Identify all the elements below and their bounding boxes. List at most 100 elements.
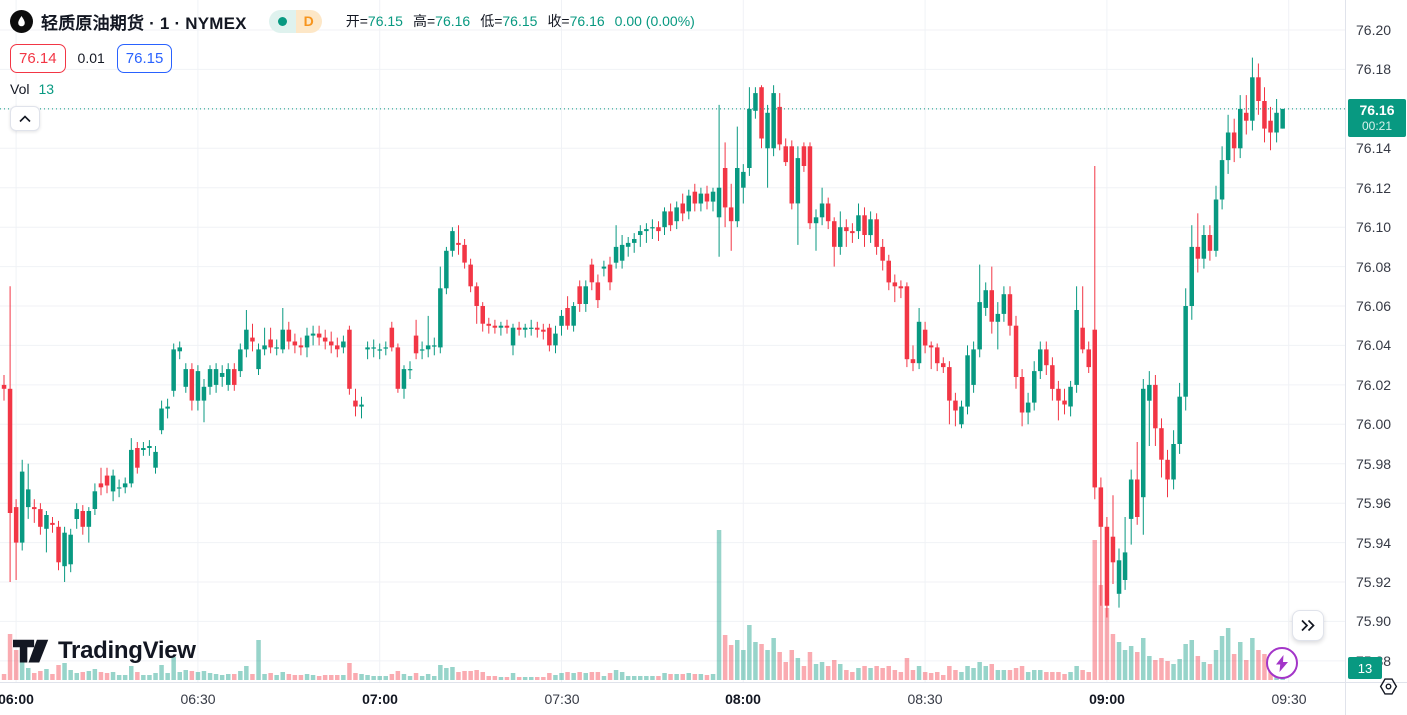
volume-bar xyxy=(504,677,510,680)
candle-body xyxy=(1013,325,1019,377)
buy-price-button[interactable]: 76.15 xyxy=(116,43,173,73)
candle-body xyxy=(710,191,716,202)
candle-body xyxy=(292,341,298,346)
volume-bar xyxy=(1019,666,1025,680)
tradingview-logo[interactable]: TradingView xyxy=(13,637,196,665)
price-scale-settings-icon[interactable] xyxy=(1378,676,1399,702)
volume-bar xyxy=(892,670,898,680)
chart-canvas[interactable] xyxy=(0,0,1345,682)
price-axis-label: 76.08 xyxy=(1356,259,1392,275)
volume-bar xyxy=(1001,670,1007,680)
candle-body xyxy=(1135,479,1140,517)
candle-body xyxy=(462,244,467,263)
candle-body xyxy=(468,264,473,287)
price-axis-label: 75.94 xyxy=(1356,535,1392,551)
candlestick-chart[interactable] xyxy=(0,0,1345,682)
interval-pill[interactable]: D xyxy=(268,9,322,33)
volume-bar xyxy=(1110,634,1116,680)
volume-bar xyxy=(668,674,673,680)
volume-bar xyxy=(904,658,910,680)
candle-body xyxy=(1122,552,1128,580)
volume-bar xyxy=(1056,672,1061,680)
volume-bar xyxy=(529,677,534,680)
candle-body xyxy=(741,171,746,188)
collapse-legend-button[interactable] xyxy=(10,106,40,131)
volume-bar xyxy=(928,673,934,680)
volume-bar xyxy=(1213,650,1219,680)
candle-body xyxy=(1038,349,1043,372)
candle-body xyxy=(26,489,31,508)
volume-bar xyxy=(189,671,195,680)
bar-countdown: 00:21 xyxy=(1361,119,1393,134)
candle-body xyxy=(1219,160,1225,200)
volume-bar xyxy=(807,652,813,680)
volume-bar xyxy=(753,642,758,680)
volume-bar xyxy=(662,673,667,680)
volume-bar xyxy=(177,672,182,680)
volume-bar xyxy=(110,672,116,680)
volume-bar xyxy=(425,674,431,680)
volume-bar xyxy=(274,675,279,680)
candle-body xyxy=(492,325,498,328)
candle-body xyxy=(322,337,328,342)
candle-body xyxy=(668,211,673,226)
candle-body xyxy=(1183,306,1188,397)
volume-bar xyxy=(92,669,98,680)
double-chevron-right-icon xyxy=(1301,619,1315,632)
volume-bar xyxy=(26,668,31,680)
candle-body xyxy=(1213,199,1219,251)
candle-body xyxy=(759,87,764,139)
time-axis[interactable]: 06:00 06:30 07:00 07:30 08:00 08:30 09:00 09:30 xyxy=(0,682,1345,715)
price-axis[interactable]: 75.8875.9075.9275.9475.9675.9876.0076.02… xyxy=(1345,0,1407,682)
volume-bar xyxy=(1074,666,1079,680)
volume-bar xyxy=(583,673,588,680)
candle-body xyxy=(995,313,1001,322)
volume-bar xyxy=(129,666,134,680)
volume-legend-value: 13 xyxy=(38,81,55,97)
candle-body xyxy=(607,264,613,283)
candle-body xyxy=(116,487,122,489)
oil-drop-icon xyxy=(10,9,33,33)
volume-bar xyxy=(801,666,807,680)
candle-body xyxy=(674,207,679,222)
volume-bar xyxy=(644,676,649,680)
candle-body xyxy=(1044,349,1049,366)
candle-body xyxy=(947,367,952,401)
volume-bar xyxy=(1238,642,1243,680)
candle-body xyxy=(310,333,316,336)
candle-body xyxy=(365,347,370,350)
volume-bar xyxy=(1038,670,1043,680)
volume-bar xyxy=(401,674,407,680)
candle-body xyxy=(383,347,388,349)
candle-body xyxy=(504,325,510,328)
candle-body xyxy=(1207,235,1213,251)
candle-body xyxy=(898,286,904,289)
candle-body xyxy=(1201,235,1207,259)
volume-bar xyxy=(589,672,595,680)
candle-body xyxy=(486,323,491,326)
volume-bar xyxy=(329,675,334,680)
candle-body xyxy=(547,327,552,346)
volume-bar xyxy=(547,673,552,680)
volume-bar xyxy=(353,673,358,680)
candle-body xyxy=(129,449,134,484)
symbol-title[interactable]: 轻质原油期货 · 1 · NYMEX xyxy=(41,13,247,33)
instant-trading-button[interactable] xyxy=(1266,647,1298,679)
candle-body xyxy=(1110,536,1116,563)
volume-bar xyxy=(795,658,801,680)
candle-body xyxy=(207,369,213,387)
candle-body xyxy=(571,306,576,326)
candle-body xyxy=(795,158,801,204)
high-value: 高=76.16 xyxy=(412,13,471,29)
volume-bar xyxy=(377,676,382,680)
candle-body xyxy=(686,195,691,212)
candle-body xyxy=(1159,428,1164,460)
candle-body xyxy=(480,306,485,324)
volume-bar xyxy=(619,672,625,680)
candle-body xyxy=(19,471,25,543)
scroll-to-latest-button[interactable] xyxy=(1292,610,1324,641)
volume-bar xyxy=(19,662,25,680)
sell-price-button[interactable]: 76.14 xyxy=(10,43,66,73)
candle-body xyxy=(910,359,916,364)
